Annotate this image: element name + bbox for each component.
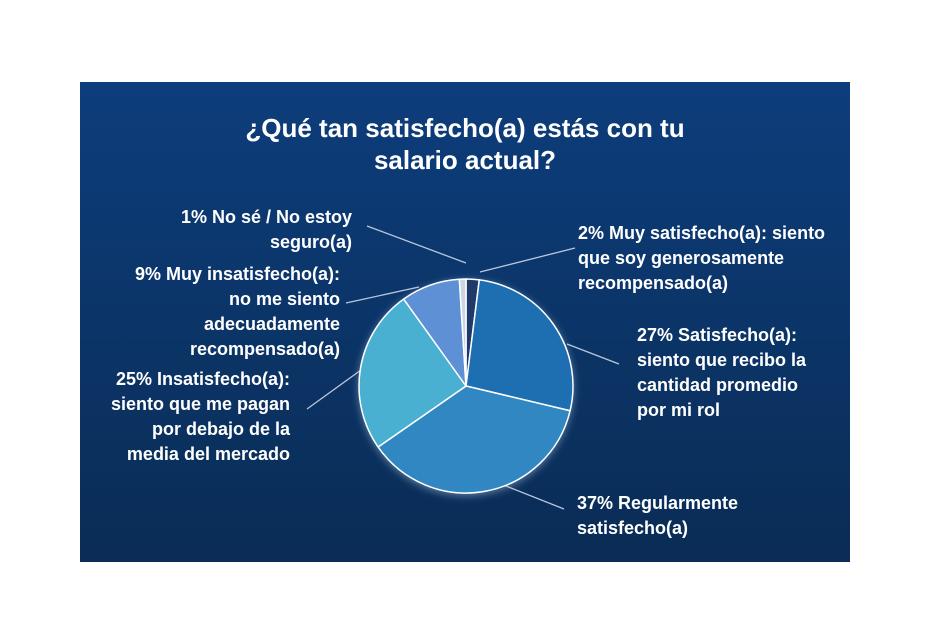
callout-line-regularmente-satisfecho — [500, 483, 565, 510]
chart-title: ¿Qué tan satisfecho(a) estás con tu sala… — [245, 113, 685, 175]
label-no-se: 1% No sé / No estoy seguro(a) — [180, 207, 352, 252]
callout-lines — [306, 225, 620, 510]
slide-canvas: ¿Qué tan satisfecho(a) estás con tu sala… — [80, 82, 850, 562]
label-muy-satisfecho: 2% Muy satisfecho(a): siento que soy gen… — [578, 223, 826, 293]
pie-slice-no-se — [458, 278, 467, 387]
pie-chart — [306, 225, 620, 510]
callout-line-muy-satisfecho — [479, 247, 576, 273]
label-insatisfecho: 25% Insatisfecho(a): siento que me pagan… — [110, 369, 290, 464]
pie-slice-satisfecho — [465, 279, 574, 412]
pie-slice-regularmente-satisfecho — [377, 385, 571, 494]
callout-line-no-se — [366, 225, 467, 264]
pie-slice-insatisfecho — [358, 298, 467, 448]
callout-line-satisfecho — [566, 343, 620, 365]
pie-slices — [358, 278, 574, 494]
label-satisfecho: 27% Satisfecho(a): siento que recibo la … — [637, 325, 807, 420]
label-muy-insatisfecho: 9% Muy insatisfecho(a): no me siento ade… — [134, 264, 340, 359]
callout-line-muy-insatisfecho — [345, 286, 420, 304]
label-regularmente-satisfecho: 37% Regularmente satisfecho(a) — [577, 493, 739, 538]
callout-line-insatisfecho — [306, 369, 362, 410]
